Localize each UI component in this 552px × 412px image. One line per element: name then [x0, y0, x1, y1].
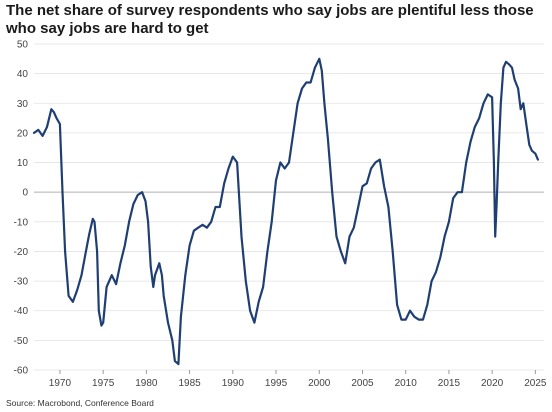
y-axis-tick-labels: 50 40 30 20 10 0 -10 -20 -30 -40 -50 -60 — [14, 40, 29, 377]
x-tick-label: 1995 — [265, 378, 288, 389]
x-tick-label: 2010 — [395, 378, 418, 389]
y-tick-label: -50 — [14, 336, 29, 347]
y-tick-label: -20 — [14, 247, 29, 258]
x-tick-label: 1985 — [178, 378, 201, 389]
x-axis-tick-labels: 1970 1975 1980 1985 1990 1995 2000 2005 2010 2015… — [49, 378, 547, 389]
x-tick-label: 1980 — [135, 378, 158, 389]
x-tick-label: 2005 — [351, 378, 374, 389]
source-note: Source: Macrobond, Conference Board — [6, 398, 154, 408]
chart-title: The net share of survey respondents who … — [6, 2, 534, 37]
x-tick-label: 2000 — [308, 378, 331, 389]
y-tick-label: 0 — [22, 188, 28, 199]
y-tick-label: -40 — [14, 306, 29, 317]
x-tick-label: 1970 — [49, 378, 72, 389]
y-tick-label: -30 — [14, 277, 29, 288]
x-tick-label: 2025 — [524, 378, 547, 389]
series-line — [32, 57, 539, 366]
gridlines — [34, 43, 544, 374]
y-tick-label: 40 — [17, 69, 29, 80]
y-tick-label: 10 — [17, 158, 29, 169]
x-tick-label: 2015 — [438, 378, 461, 389]
y-tick-label: 30 — [17, 99, 29, 110]
y-tick-label: -10 — [14, 217, 29, 228]
y-tick-label: -60 — [14, 366, 29, 377]
y-tick-label: 20 — [17, 128, 29, 139]
x-tick-label: 1990 — [222, 378, 245, 389]
x-tick-label: 2020 — [481, 378, 504, 389]
x-tick-label: 1975 — [92, 378, 115, 389]
y-tick-label: 50 — [17, 40, 29, 51]
